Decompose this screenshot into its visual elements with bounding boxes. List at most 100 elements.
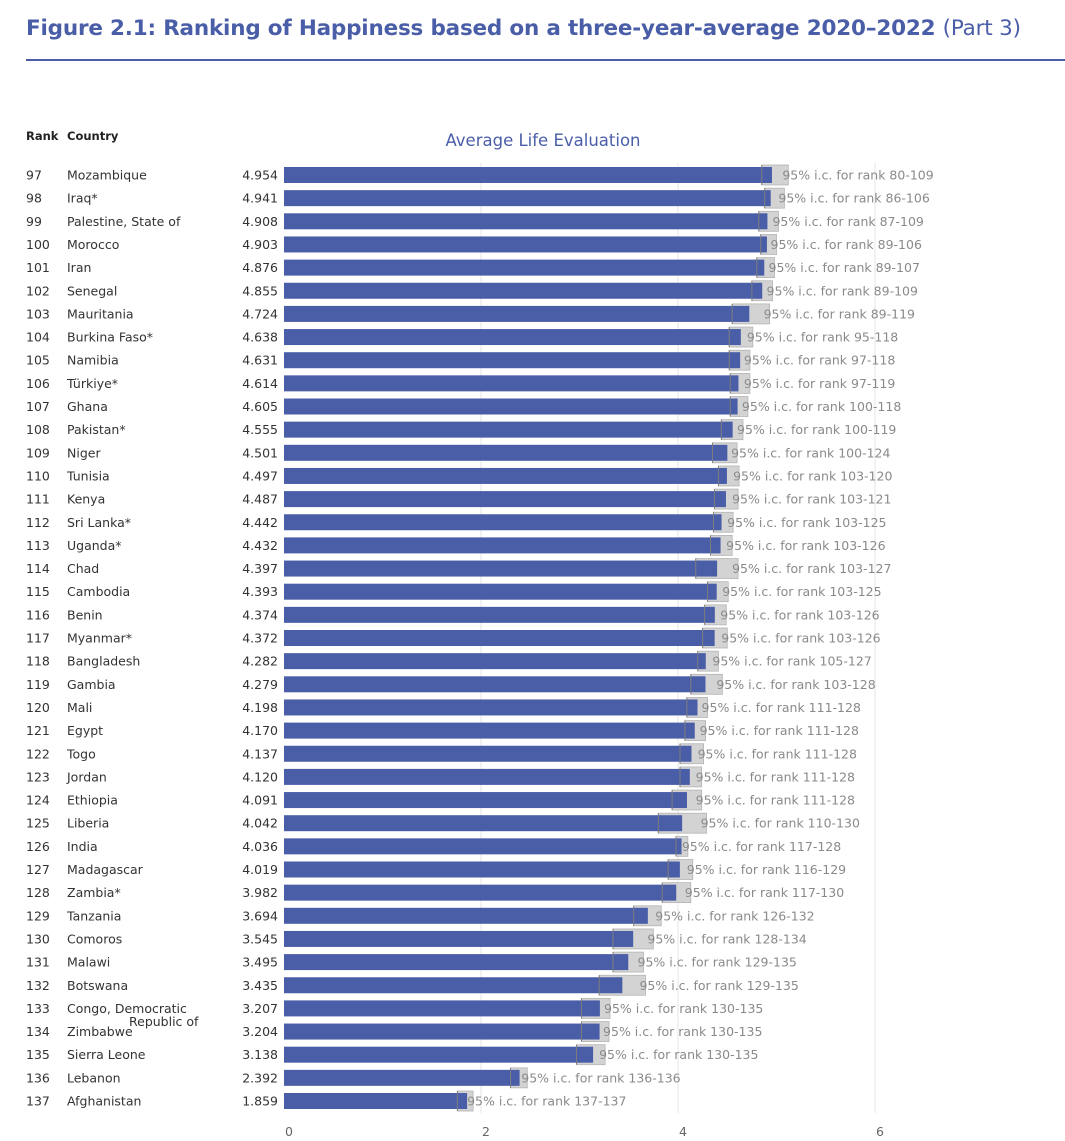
- value-label: 4.442: [242, 515, 278, 530]
- bar: [284, 514, 722, 531]
- value-label: 3.207: [242, 1001, 278, 1016]
- rank-label: 102: [26, 283, 50, 298]
- country-label: Cambodia: [67, 584, 130, 599]
- chart-row: 117 Myanmar* 4.372 95% i.c. for rank 103-12…: [26, 627, 881, 649]
- chart-row: 104 Burkina Faso* 4.638 95% i.c. for rank 9…: [26, 326, 898, 348]
- x-tick-label: 2: [482, 1124, 490, 1139]
- bar: [284, 630, 715, 646]
- bar: [284, 861, 680, 878]
- bar: [284, 583, 717, 600]
- chart-row: 121 Egypt 4.170 95% i.c. for rank 111-128: [26, 720, 859, 741]
- x-tick-label: 6: [876, 1124, 884, 1139]
- chart-row: 129 Tanzania 3.694 95% i.c. for rank 126-13…: [26, 905, 815, 927]
- ci-label: 95% i.c. for rank 89-109: [767, 283, 918, 298]
- bar: [284, 282, 763, 299]
- rank-label: 131: [26, 955, 50, 970]
- bar: [284, 815, 683, 832]
- rank-label: 115: [26, 584, 50, 599]
- value-label: 3.204: [242, 1024, 278, 1039]
- value-label: 4.941: [242, 191, 278, 206]
- value-label: 4.497: [242, 468, 278, 483]
- value-label: 4.614: [242, 376, 278, 391]
- value-label: 4.605: [242, 399, 278, 414]
- bar: [284, 653, 706, 670]
- country-label: Mauritania: [67, 306, 134, 321]
- country-label: Sierra Leone: [67, 1047, 146, 1062]
- rank-label: 113: [26, 538, 50, 553]
- country-label: Sri Lanka*: [67, 515, 131, 530]
- bar: [284, 467, 727, 484]
- ci-label: 95% i.c. for rank 86-106: [778, 191, 929, 206]
- rank-label: 120: [26, 700, 50, 715]
- bar: [284, 329, 741, 346]
- chart-row: 100 Morocco 4.903 95% i.c. for rank 89-106: [26, 234, 922, 255]
- ci-label: 95% i.c. for rank 89-107: [769, 260, 920, 275]
- rank-label: 125: [26, 816, 50, 831]
- chart-row: 97 Mozambique 4.954 95% i.c. for rank 80-10…: [26, 164, 934, 186]
- value-label: 4.393: [242, 584, 278, 599]
- chart-row: 107 Ghana 4.605 95% i.c. for rank 100-118: [26, 396, 901, 417]
- value-label: 4.501: [242, 445, 278, 460]
- ci-label: 95% i.c. for rank 103-126: [721, 631, 880, 646]
- bar: [284, 768, 690, 785]
- bar: [284, 907, 648, 924]
- x-axis-ticks: 0 2 4 6: [285, 1124, 884, 1139]
- value-label: 4.908: [242, 214, 278, 229]
- rank-label: 99: [26, 214, 42, 229]
- rank-label: 123: [26, 769, 50, 784]
- chart-row: 116 Benin 4.374 95% i.c. for rank 103-126: [26, 604, 880, 626]
- bar: [284, 491, 726, 508]
- chart-row: 115 Cambodia 4.393 95% i.c. for rank 103-12…: [26, 581, 882, 603]
- country-column-header: Country: [67, 129, 119, 143]
- chart-row: 126 India 4.036 95% i.c. for rank 117-128: [26, 835, 841, 857]
- value-label: 4.091: [242, 793, 278, 808]
- ci-label: 95% i.c. for rank 103-126: [720, 607, 879, 622]
- value-label: 4.487: [242, 492, 278, 507]
- chart-row: 103 Mauritania 4.724 95% i.c. for rank 89-1…: [26, 303, 915, 325]
- rank-label: 134: [26, 1024, 50, 1039]
- country-label: Afghanistan: [67, 1094, 141, 1109]
- rank-label: 126: [26, 839, 50, 854]
- ci-label: 95% i.c. for rank 128-134: [647, 931, 806, 946]
- country-label: Zimbabwe: [67, 1024, 133, 1039]
- country-label: Niger: [67, 445, 101, 460]
- chart-row: 124 Ethiopia 4.091 95% i.c. for rank 111-12…: [26, 789, 855, 811]
- ci-label: 95% i.c. for rank 117-128: [682, 839, 841, 854]
- chart-row: 113 Uganda* 4.432 95% i.c. for rank 103-126: [26, 535, 886, 556]
- chart-row: 110 Tunisia 4.497 95% i.c. for rank 103-120: [26, 465, 892, 487]
- chart-row: 105 Namibia 4.631 95% i.c. for rank 97-118: [26, 349, 895, 371]
- country-label: Uganda*: [67, 538, 122, 553]
- rank-label: 103: [26, 306, 50, 321]
- country-label: Morocco: [67, 237, 119, 252]
- rank-label: 133: [26, 1001, 50, 1016]
- chart-title: Average Life Evaluation: [445, 131, 640, 150]
- rank-label: 108: [26, 422, 50, 437]
- bar: [284, 1023, 600, 1040]
- value-label: 4.282: [242, 654, 278, 669]
- x-tick-label: 0: [285, 1124, 293, 1139]
- country-label: Comoros: [67, 931, 122, 946]
- ci-label: 95% i.c. for rank 95-118: [747, 330, 898, 345]
- rank-label: 136: [26, 1070, 50, 1085]
- bar: [284, 1093, 468, 1109]
- title-rule: [26, 59, 1065, 61]
- rank-label: 104: [26, 330, 50, 345]
- ci-label: 95% i.c. for rank 97-119: [744, 376, 895, 391]
- bar: [284, 537, 721, 554]
- chart-row: 128 Zambia* 3.982 95% i.c. for rank 117-130: [26, 882, 844, 904]
- chart-row: 135 Sierra Leone 3.138 95% i.c. for rank 13…: [26, 1044, 758, 1066]
- value-label: 3.435: [242, 978, 278, 993]
- country-label: Türkiye*: [66, 376, 118, 391]
- figure-title: Figure 2.1: Ranking of Happiness based o…: [26, 16, 1021, 41]
- chart-row: 122 Togo 4.137 95% i.c. for rank 111-128: [26, 743, 857, 765]
- ci-label: 95% i.c. for rank 111-128: [702, 700, 861, 715]
- ci-label: 95% i.c. for rank 130-135: [604, 1001, 763, 1016]
- chart-row: 130 Comoros 3.545 95% i.c. for rank 128-134: [26, 928, 807, 950]
- ci-label: 95% i.c. for rank 129-135: [639, 978, 798, 993]
- value-label: 4.876: [242, 260, 278, 275]
- chart-row: 137 Afghanistan 1.859 95% i.c. for rank 137…: [26, 1090, 626, 1112]
- bar: [284, 190, 771, 207]
- country-label: India: [67, 839, 98, 854]
- chart-row: 112 Sri Lanka* 4.442 95% i.c. for rank 103-…: [26, 511, 887, 533]
- value-label: 4.855: [242, 283, 278, 298]
